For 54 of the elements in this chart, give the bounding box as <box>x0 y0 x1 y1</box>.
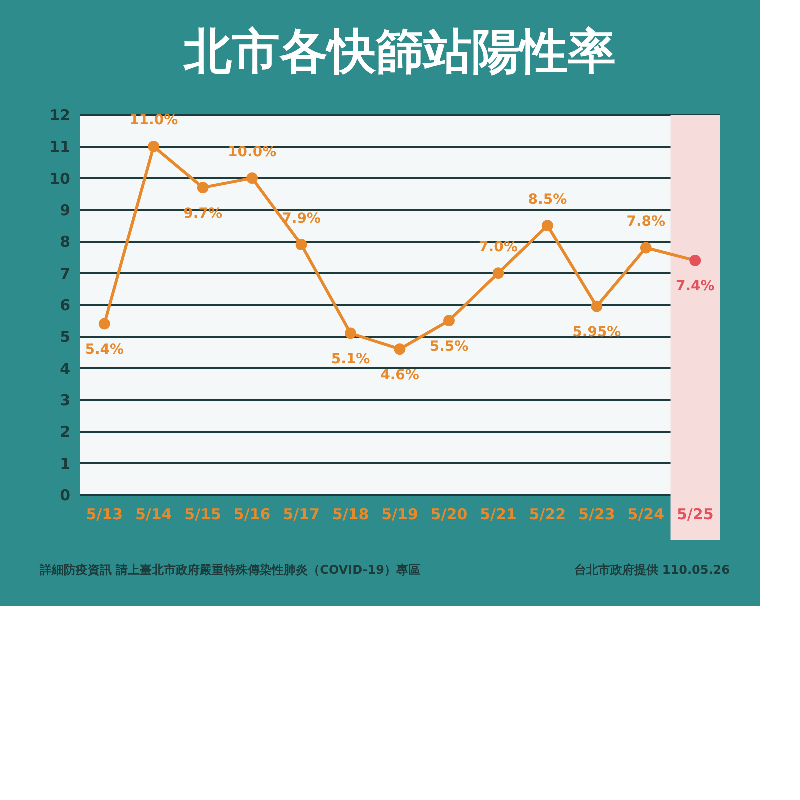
y-tick-label: 7 <box>60 264 70 283</box>
data-label: 5.1% <box>331 352 370 368</box>
y-tick-label: 1 <box>60 454 70 473</box>
point <box>296 239 308 251</box>
x-tick-label: 5/21 <box>480 506 517 524</box>
y-tick-label: 12 <box>50 106 70 124</box>
data-label: 5.4% <box>85 342 124 358</box>
point <box>197 182 209 194</box>
data-label: 11.0% <box>130 112 178 129</box>
x-tick-label: 5/20 <box>430 506 468 524</box>
x-tick-label: 5/13 <box>86 506 124 524</box>
data-label: 10.0% <box>228 144 277 160</box>
y-tick-label: 5 <box>60 328 70 346</box>
x-tick-label: 5/17 <box>283 506 320 524</box>
x-tick-label: 5/18 <box>332 506 370 524</box>
y-tick-label: 3 <box>60 392 70 410</box>
data-label: 7.9% <box>282 210 321 227</box>
data-label: 7.8% <box>626 214 666 230</box>
point <box>591 300 603 312</box>
text: 台北市政府提供 110.05.26 <box>574 563 730 577</box>
y-tick-label: 11 <box>50 138 70 156</box>
y-tick-label: 6 <box>60 296 70 314</box>
y-tick-label: 4 <box>60 360 70 378</box>
x-tick-label: 5/19 <box>382 506 418 524</box>
point <box>444 315 455 327</box>
y-tick-label: 9 <box>60 202 70 220</box>
x-tick-label: 5/14 <box>135 506 172 524</box>
point <box>345 328 356 340</box>
y-tick-label: 0 <box>60 486 70 504</box>
point <box>98 318 110 330</box>
y-tick-label: 8 <box>60 233 70 252</box>
chart-title: 北市各快篩站陽性率 <box>183 24 616 80</box>
x-tick-label: 5/23 <box>578 506 616 524</box>
y-tick-label: 2 <box>60 423 70 442</box>
text: 詳細防疫資訊 請上臺北市政府嚴重特殊傳染性肺炎（COVID-19）專區 <box>39 563 420 577</box>
data-label: 5.95% <box>572 324 622 341</box>
y-tick-label: 10 <box>50 170 70 188</box>
x-tick-label: 5/25 <box>676 506 714 524</box>
point <box>394 344 406 356</box>
x-tick-label: 5/22 <box>529 506 566 524</box>
data-label: 5.5% <box>430 338 469 355</box>
point <box>148 140 160 152</box>
point <box>542 220 554 232</box>
data-label: 4.6% <box>380 367 420 384</box>
x-tick-label: 5/24 <box>628 506 665 524</box>
x-tick-label: 5/15 <box>184 506 222 524</box>
x-tick-label: 5/16 <box>234 506 271 524</box>
point <box>690 254 702 266</box>
point <box>492 268 504 280</box>
point <box>246 172 258 184</box>
data-label: 7.4% <box>676 278 715 295</box>
point <box>640 242 652 254</box>
data-label: 7.0% <box>479 239 518 256</box>
data-label: 8.5% <box>528 192 568 208</box>
